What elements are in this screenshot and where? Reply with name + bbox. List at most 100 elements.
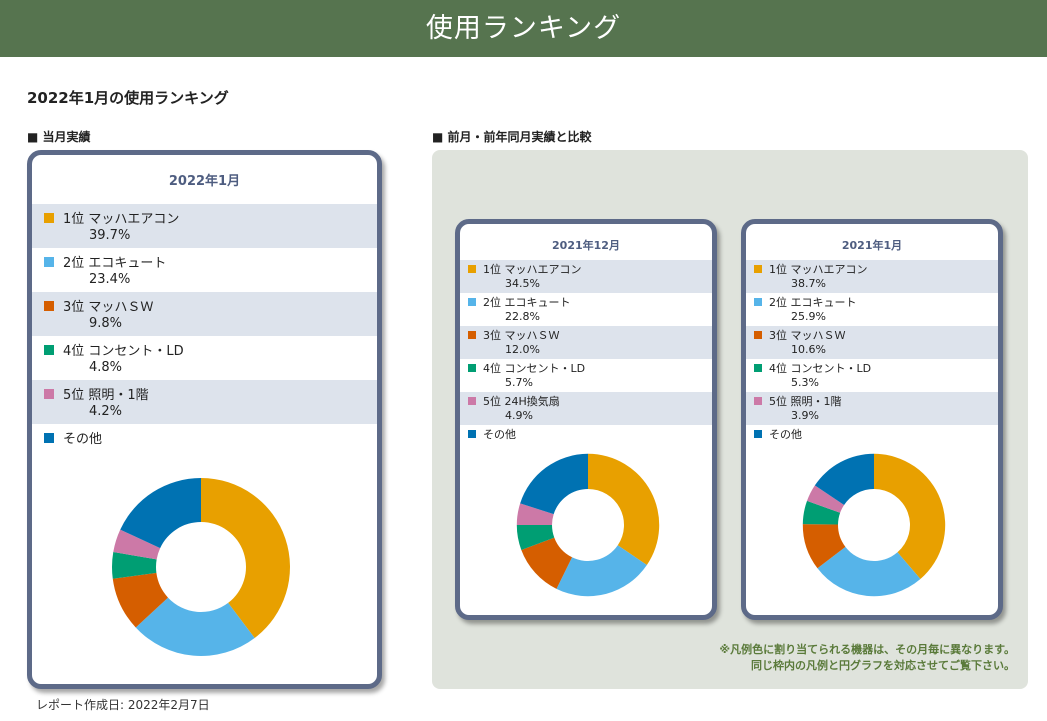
card-title: 2021年12月 [552,239,620,252]
legend-item-percent: 3.9% [791,409,819,422]
donut-slice [817,546,921,597]
legend: 1位 マッハエアコン 38.7% 2位 エコキュート 25.9% 3位 マッハＳ… [746,260,998,458]
legend-color-note: ※凡例色に割り当てられる機器は、その月毎に異なります。 同じ枠内の凡例と円グラフ… [719,642,1015,674]
legend-item: 3位 マッハＳＷ 9.8% [32,292,377,336]
ranking-card-current: 2022年1月 1位 マッハエアコン 39.7% 2位 エコキュート 23.4%… [27,150,382,689]
legend-item-name: 2位 エコキュート [483,296,571,309]
donut-slice [112,551,157,579]
legend-item-percent: 10.6% [791,343,826,356]
page-title: 2022年1月の使用ランキング [27,89,229,107]
legend: 1位 マッハエアコン 34.5% 2位 エコキュート 22.8% 3位 マッハＳ… [460,260,712,458]
donut-chart [112,478,290,656]
legend-item-name: その他 [483,428,516,441]
legend-item-name: 3位 マッハＳＷ [483,329,560,342]
legend-item-percent: 23.4% [89,272,131,287]
legend-item-name: その他 [63,432,103,447]
card-title: 2022年1月 [168,174,241,189]
legend-item-name: 1位 マッハエアコン [63,212,180,227]
legend-swatch [468,331,476,339]
legend-swatch [468,364,476,372]
section-label-compare: ■ 前月・前年同月実績と比較 [432,130,592,144]
donut-slice [521,537,573,589]
donut-slice [520,453,588,515]
legend-item-percent: 22.8% [505,310,540,323]
legend-item: 2位 エコキュート 22.8% [460,293,712,326]
donut-slice [814,453,874,505]
legend-item: 5位 24H換気扇 4.9% [460,392,712,425]
donut-chart [516,453,660,597]
ranking-card-previous-year: 2021年1月 1位 マッハエアコン 38.7% 2位 エコキュート 25.9%… [741,219,1003,620]
legend-item: その他 [32,424,377,468]
donut-slice [802,500,841,525]
legend-item-name: 5位 照明・1階 [769,395,842,408]
legend-swatch [44,433,54,443]
legend-swatch [44,389,54,399]
legend-item: その他 [460,425,712,458]
legend-item-name: 4位 コンセント・LD [483,362,586,375]
donut-chart [802,453,946,597]
legend-item: 4位 コンセント・LD 5.7% [460,359,712,392]
legend-item-name: 1位 マッハエアコン [769,263,868,276]
legend: 1位 マッハエアコン 39.7% 2位 エコキュート 23.4% 3位 マッハＳ… [32,204,377,468]
legend-item-percent: 25.9% [791,310,826,323]
legend-swatch [44,213,54,223]
donut-slice [556,545,647,597]
legend-swatch [754,397,762,405]
legend-item-name: 1位 マッハエアコン [483,263,582,276]
legend-item-percent: 4.9% [505,409,533,422]
legend-item-percent: 5.7% [505,376,533,389]
legend-swatch [44,257,54,267]
legend-item-percent: 9.8% [89,316,123,331]
legend-item-name: 5位 24H換気扇 [483,395,560,408]
legend-item-name: 4位 コンセント・LD [769,362,872,375]
legend-item-name: 2位 エコキュート [769,296,857,309]
legend-swatch [754,331,762,339]
legend-swatch [754,265,762,273]
donut-slice [874,453,946,579]
section-label-current: ■ 当月実績 [27,130,91,144]
legend-item: 4位 コンセント・LD 5.3% [746,359,998,392]
legend-item: 4位 コンセント・LD 4.8% [32,336,377,380]
donut-slice [516,503,554,525]
legend-item: 1位 マッハエアコン 38.7% [746,260,998,293]
legend-item-percent: 12.0% [505,343,540,356]
legend-item-percent: 5.3% [791,376,819,389]
legend-item: 2位 エコキュート 23.4% [32,248,377,292]
legend-item: 5位 照明・1階 4.2% [32,380,377,424]
donut-slice [112,572,169,628]
donut-slice [588,453,660,566]
legend-item: 3位 マッハＳＷ 12.0% [460,326,712,359]
legend-swatch [754,298,762,306]
legend-swatch [468,397,476,405]
legend-item-name: 3位 マッハＳＷ [63,300,154,315]
note-line: 同じ枠内の凡例と円グラフを対応させてご覧下さい。 [751,659,1015,672]
report-date: レポート作成日: 2022年2月7日 [36,698,210,712]
legend-item-percent: 4.2% [89,404,123,419]
card-title: 2021年1月 [841,239,903,252]
ranking-card-previous-month: 2021年12月 1位 マッハエアコン 34.5% 2位 エコキュート 22.8… [455,219,717,620]
header-title: 使用ランキング [425,13,622,44]
legend-swatch [754,364,762,372]
legend-item-percent: 34.5% [505,277,540,290]
legend-item-name: 4位 コンセント・LD [63,344,184,359]
donut-slice [201,478,290,639]
legend-item: 3位 マッハＳＷ 10.6% [746,326,998,359]
legend-item: 1位 マッハエアコン 34.5% [460,260,712,293]
legend-item: その他 [746,425,998,458]
legend-item-name: 3位 マッハＳＷ [769,329,846,342]
donut-slice [802,524,846,569]
legend-item-name: その他 [769,428,802,441]
donut-slice [135,597,255,656]
legend-swatch [44,301,54,311]
note-line: ※凡例色に割り当てられる機器は、その月毎に異なります。 [719,643,1015,656]
legend-swatch [468,298,476,306]
legend-swatch [754,430,762,438]
legend-swatch [468,265,476,273]
legend-item: 2位 エコキュート 25.9% [746,293,998,326]
legend-item-name: 2位 エコキュート [63,256,167,271]
legend-item-percent: 39.7% [89,228,131,243]
legend-item-name: 5位 照明・1階 [63,388,149,403]
legend-item: 1位 マッハエアコン 39.7% [32,204,377,248]
legend-swatch [44,345,54,355]
legend-swatch [468,430,476,438]
